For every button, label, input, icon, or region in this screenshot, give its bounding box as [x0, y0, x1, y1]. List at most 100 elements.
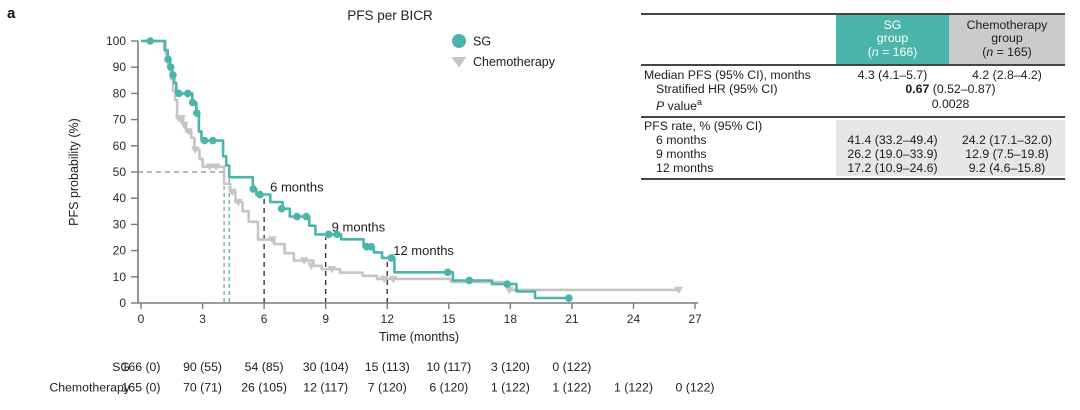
y-axis-tick-label: 90 [113, 60, 127, 74]
time-mark-label-12mo: 12 months [393, 243, 454, 258]
at-risk-value: 1 (122) [614, 381, 653, 395]
median-pfs-sg-value: 4.3 (4.1–5.7) [857, 67, 928, 82]
chemo-censor-marker [191, 146, 200, 155]
at-risk-value: 70 (71) [183, 381, 222, 395]
at-risk-value: 165 (0) [122, 381, 161, 395]
y-axis-tick-label: 100 [106, 34, 126, 48]
legend-chemo-marker-icon [451, 57, 467, 68]
chemo-censor-marker [674, 286, 683, 295]
chemo-group-name: Chemotherapy [966, 18, 1048, 32]
x-axis-tick-label: 24 [627, 312, 641, 326]
x-axis-tick-label: 0 [138, 312, 145, 326]
x-axis-tick-label: 15 [442, 312, 456, 326]
chemo-censor-marker [205, 163, 215, 172]
at-risk-value: 6 (120) [429, 381, 468, 395]
at-risk-value: 7 (120) [368, 381, 407, 395]
sg-censor-marker [324, 230, 333, 239]
sg-censor-marker [200, 136, 209, 145]
chemo-censor-marker [179, 121, 189, 130]
stats-table-divider [641, 115, 1065, 118]
at-risk-value: 54 (85) [245, 360, 284, 374]
pfs-rate-12mo-row: 12 months 17.2 (10.9–24.6) 9.2 (4.6–15.8… [641, 161, 1065, 178]
sg-censor-marker [277, 204, 286, 213]
p-value-value: 0.0028 [931, 97, 970, 112]
time-mark-label-6mo: 6 months [270, 180, 324, 195]
p-value-label: P valuea [656, 97, 703, 114]
pfs-rate-6mo-row: 6 months 41.4 (33.2–49.4) 24.2 (17.1–32.… [641, 133, 1065, 148]
sg-censor-marker [188, 98, 197, 107]
x-axis-tick-label: 27 [688, 312, 702, 326]
sg-censor-marker [503, 280, 512, 288]
pfs-rate-9mo-chemo: 12.9 (7.5–19.8) [949, 147, 1065, 162]
stats-table-corner [641, 15, 836, 64]
legend-label-chemotherapy: Chemotherapy [473, 55, 556, 69]
sg-censor-marker [209, 136, 217, 145]
sg-censor-marker [164, 55, 172, 64]
chart-title: PFS per BICR [347, 8, 433, 23]
chemo-censor-marker [505, 286, 514, 295]
at-risk-row-label: Chemotherapy [49, 381, 131, 395]
at-risk-value: 1 (122) [552, 381, 591, 395]
chemo-censor-marker [307, 262, 316, 271]
sg-censor-marker [193, 109, 201, 117]
time-mark-label-9mo: 9 months [332, 219, 386, 234]
pfs-rate-9mo-sg: 26.2 (19.0–33.9) [836, 147, 949, 162]
sg-censor-marker [256, 190, 264, 199]
sg-curve [141, 39, 572, 300]
sg-group-name: SG [883, 18, 902, 32]
chemo-censor-marker [211, 163, 221, 172]
at-risk-value: 12 (117) [303, 381, 348, 395]
pfs-rate-header-row: PFS rate, % (95% CI) [641, 118, 1065, 134]
sg-censor-marker [465, 276, 474, 285]
y-axis-tick-label: 60 [113, 139, 127, 153]
at-risk-value: 26 (105) [241, 381, 287, 395]
x-axis-tick-label: 6 [261, 312, 268, 326]
x-axis-tick-label: 18 [504, 312, 518, 326]
panel-label: a [7, 5, 16, 22]
hazard-ratio-value: 0.67 (0.52–0.87) [905, 81, 996, 96]
chemo-group-n: (n = 165) [982, 44, 1032, 59]
y-axis-tick-label: 20 [113, 244, 127, 258]
chemo-censor-marker [379, 275, 389, 284]
chemo-censor-marker [177, 115, 186, 123]
at-risk-value: 0 (122) [552, 360, 591, 374]
chemo-censor-marker [389, 275, 398, 284]
sg-censor-marker [387, 254, 396, 262]
y-axis-tick-label: 50 [113, 165, 127, 179]
y-axis-tick-label: 80 [113, 86, 127, 100]
median-pfs-row: Median PFS (95% CI), months 4.3 (4.1–5.7… [641, 66, 1065, 82]
sg-censor-marker [302, 212, 310, 221]
at-risk-row-label: SG [112, 360, 130, 374]
pfs-rate-label: PFS rate, % (95% CI) [644, 119, 763, 134]
pfs-rate-12mo-label: 12 months [656, 161, 714, 176]
x-axis-tick-label: 12 [381, 312, 395, 326]
legend-sg-marker-icon [452, 34, 466, 48]
at-risk-value: 15 (113) [365, 360, 410, 374]
sg-censor-marker [183, 89, 192, 98]
at-risk-value: 166 (0) [122, 360, 161, 374]
hazard-ratio-row: Stratified HR (95% CI) 0.67 (0.52–0.87) [641, 82, 1065, 96]
chemo-censor-marker [268, 236, 277, 244]
chemo-censor-marker [327, 266, 337, 274]
sg-censor-marker [333, 230, 341, 239]
sg-censor-marker [175, 89, 183, 98]
y-axis-tick-label: 70 [113, 113, 127, 127]
pfs-rate-12mo-chemo: 9.2 (4.6–15.8) [949, 161, 1065, 176]
sg-censor-marker [169, 71, 177, 79]
chemo-group-word: group [991, 31, 1023, 46]
stats-table: SG group (n = 166) Chemotherapy group (n… [641, 13, 1065, 180]
sg-censor-marker [293, 212, 301, 221]
y-axis-tick-label: 10 [113, 270, 127, 284]
pfs-rate-9mo-label: 9 months [656, 147, 707, 162]
stats-table-header: SG group (n = 166) Chemotherapy group (n… [641, 15, 1065, 67]
at-risk-value: 30 (104) [303, 360, 349, 374]
chemo-group-header: Chemotherapy group (n = 165) [949, 15, 1065, 65]
at-risk-value: 10 (117) [426, 360, 471, 374]
sg-censor-marker [249, 185, 258, 193]
chemo-censor-marker [184, 128, 193, 136]
sg-group-header: SG group (n = 166) [836, 15, 949, 65]
pfs-rate-9mo-row: 9 months 26.2 (19.0–33.9) 12.9 (7.5–19.8… [641, 147, 1065, 162]
median-pfs-label: Median PFS (95% CI), months [644, 67, 811, 82]
sg-censor-marker [166, 63, 175, 71]
